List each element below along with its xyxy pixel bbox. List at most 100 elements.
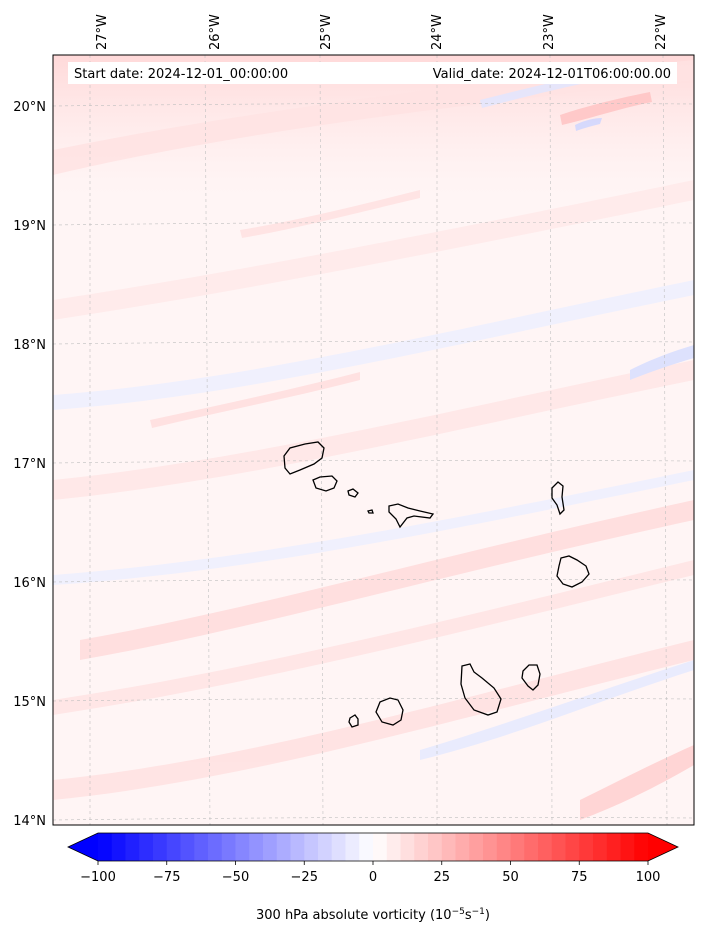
colorbar-step bbox=[166, 833, 181, 861]
colorbar-step bbox=[496, 833, 511, 861]
vorticity-streak bbox=[53, 360, 694, 500]
colorbar-step bbox=[331, 833, 346, 861]
colorbar-step bbox=[551, 833, 566, 861]
colorbar-label: 300 hPa absolute vorticity (10−5s−1) bbox=[256, 907, 490, 923]
colorbar-tick-label: 50 bbox=[502, 870, 519, 885]
island-maio bbox=[521, 664, 541, 691]
gridlines bbox=[53, 55, 694, 825]
colorbar-step bbox=[634, 833, 649, 861]
colorbar-step bbox=[98, 833, 113, 861]
colorbar-step bbox=[414, 833, 429, 861]
island-santiago bbox=[460, 663, 502, 716]
colorbar-step bbox=[441, 833, 456, 861]
colorbar-step bbox=[400, 833, 415, 861]
map-frame bbox=[52, 54, 695, 826]
colorbar-step bbox=[221, 833, 236, 861]
colorbar-tick-label: −50 bbox=[222, 870, 249, 885]
latitude-labels: 20°N 19°N 18°N 17°N 16°N 15°N 14°N bbox=[13, 100, 46, 829]
vorticity-streak bbox=[420, 660, 694, 760]
colorbar-extend-min bbox=[68, 833, 98, 861]
island-raso bbox=[367, 509, 374, 514]
lon-label-22w: 22°W bbox=[654, 14, 669, 50]
vorticity-streak bbox=[630, 345, 694, 380]
colorbar-step bbox=[139, 833, 154, 861]
lon-label-25w: 25°W bbox=[319, 14, 334, 50]
vorticity-streak bbox=[560, 92, 652, 125]
colorbar-step bbox=[565, 833, 580, 861]
colorbar-step bbox=[111, 833, 126, 861]
colorbar-step bbox=[153, 833, 168, 861]
colorbar-tick-label: 75 bbox=[571, 870, 588, 885]
island-santo-antao bbox=[283, 441, 325, 475]
colorbar-step bbox=[524, 833, 539, 861]
start-date-label: Start date: 2024-12-01_00:00:00 bbox=[74, 67, 288, 82]
colorbar-step bbox=[620, 833, 635, 861]
vorticity-streak bbox=[80, 500, 694, 660]
island-sao-vicente bbox=[312, 475, 338, 492]
colorbar-step bbox=[290, 833, 305, 861]
vorticity-streak bbox=[53, 560, 694, 715]
lat-label-19n: 19°N bbox=[13, 219, 46, 234]
lat-label-15n: 15°N bbox=[13, 695, 46, 710]
vorticity-streak bbox=[53, 470, 694, 585]
colorbar-step bbox=[483, 833, 498, 861]
colorbar-step bbox=[125, 833, 140, 861]
colorbar-label-mid: s bbox=[465, 908, 472, 923]
colorbar-step bbox=[194, 833, 209, 861]
colorbar-step bbox=[318, 833, 333, 861]
colorbar-step bbox=[249, 833, 264, 861]
colorbar-step bbox=[208, 833, 223, 861]
colorbar-label-prefix: 300 hPa absolute vorticity (10 bbox=[256, 908, 452, 923]
lon-label-24w: 24°W bbox=[430, 14, 445, 50]
vorticity-streak bbox=[53, 180, 694, 320]
colorbar-tick-label: −100 bbox=[80, 870, 116, 885]
colorbar-tick-label: 0 bbox=[369, 870, 377, 885]
lon-label-26w: 26°W bbox=[208, 14, 223, 50]
lat-label-16n: 16°N bbox=[13, 576, 46, 591]
vorticity-streak bbox=[150, 372, 360, 428]
colorbar-step bbox=[373, 833, 388, 861]
colorbar-tick-label: 100 bbox=[636, 870, 661, 885]
island-sal bbox=[551, 481, 565, 516]
colorbar-steps bbox=[98, 833, 649, 861]
island-fogo bbox=[375, 697, 404, 726]
colorbar-extend-max bbox=[648, 833, 678, 861]
colorbar-step bbox=[263, 833, 278, 861]
lon-label-23w: 23°W bbox=[542, 14, 557, 50]
colorbar-tick-label: 25 bbox=[433, 870, 450, 885]
vorticity-streak bbox=[53, 640, 694, 800]
colorbar: −100 −75 −50 −25 0 25 50 75 100 300 hPa absolute… bbox=[67, 832, 679, 923]
islands bbox=[283, 441, 590, 728]
info-bar bbox=[68, 62, 677, 84]
colorbar-tick-label: −25 bbox=[291, 870, 318, 885]
island-brava bbox=[348, 714, 359, 728]
vorticity-streak bbox=[240, 190, 420, 238]
island-santa-luzia bbox=[347, 488, 359, 498]
lat-label-17n: 17°N bbox=[13, 457, 46, 472]
colorbar-step bbox=[510, 833, 525, 861]
lat-label-20n: 20°N bbox=[13, 100, 46, 115]
colorbar-tick-label: −75 bbox=[153, 870, 180, 885]
colorbar-step bbox=[304, 833, 319, 861]
longitude-labels: 27°W 26°W 25°W 24°W 23°W 22°W bbox=[95, 14, 669, 50]
lat-label-14n: 14°N bbox=[13, 814, 46, 829]
colorbar-step bbox=[428, 833, 443, 861]
colorbar-step bbox=[386, 833, 401, 861]
colorbar-step bbox=[593, 833, 608, 861]
colorbar-step bbox=[538, 833, 553, 861]
colorbar-step bbox=[345, 833, 360, 861]
colorbar-step bbox=[276, 833, 291, 861]
lat-label-18n: 18°N bbox=[13, 338, 46, 353]
vorticity-streak bbox=[580, 745, 694, 820]
lon-label-27w: 27°W bbox=[95, 14, 110, 50]
colorbar-label-exp1: −5 bbox=[452, 907, 465, 917]
colorbar-step bbox=[606, 833, 621, 861]
vorticity-streak bbox=[575, 118, 602, 131]
colorbar-step bbox=[579, 833, 594, 861]
colorbar-label-exp2: −1 bbox=[472, 907, 485, 917]
vorticity-streak bbox=[53, 280, 694, 410]
colorbar-ticks: −100 −75 −50 −25 0 25 50 75 100 bbox=[80, 861, 660, 885]
colorbar-label-suffix: ) bbox=[485, 908, 490, 923]
colorbar-step bbox=[235, 833, 250, 861]
